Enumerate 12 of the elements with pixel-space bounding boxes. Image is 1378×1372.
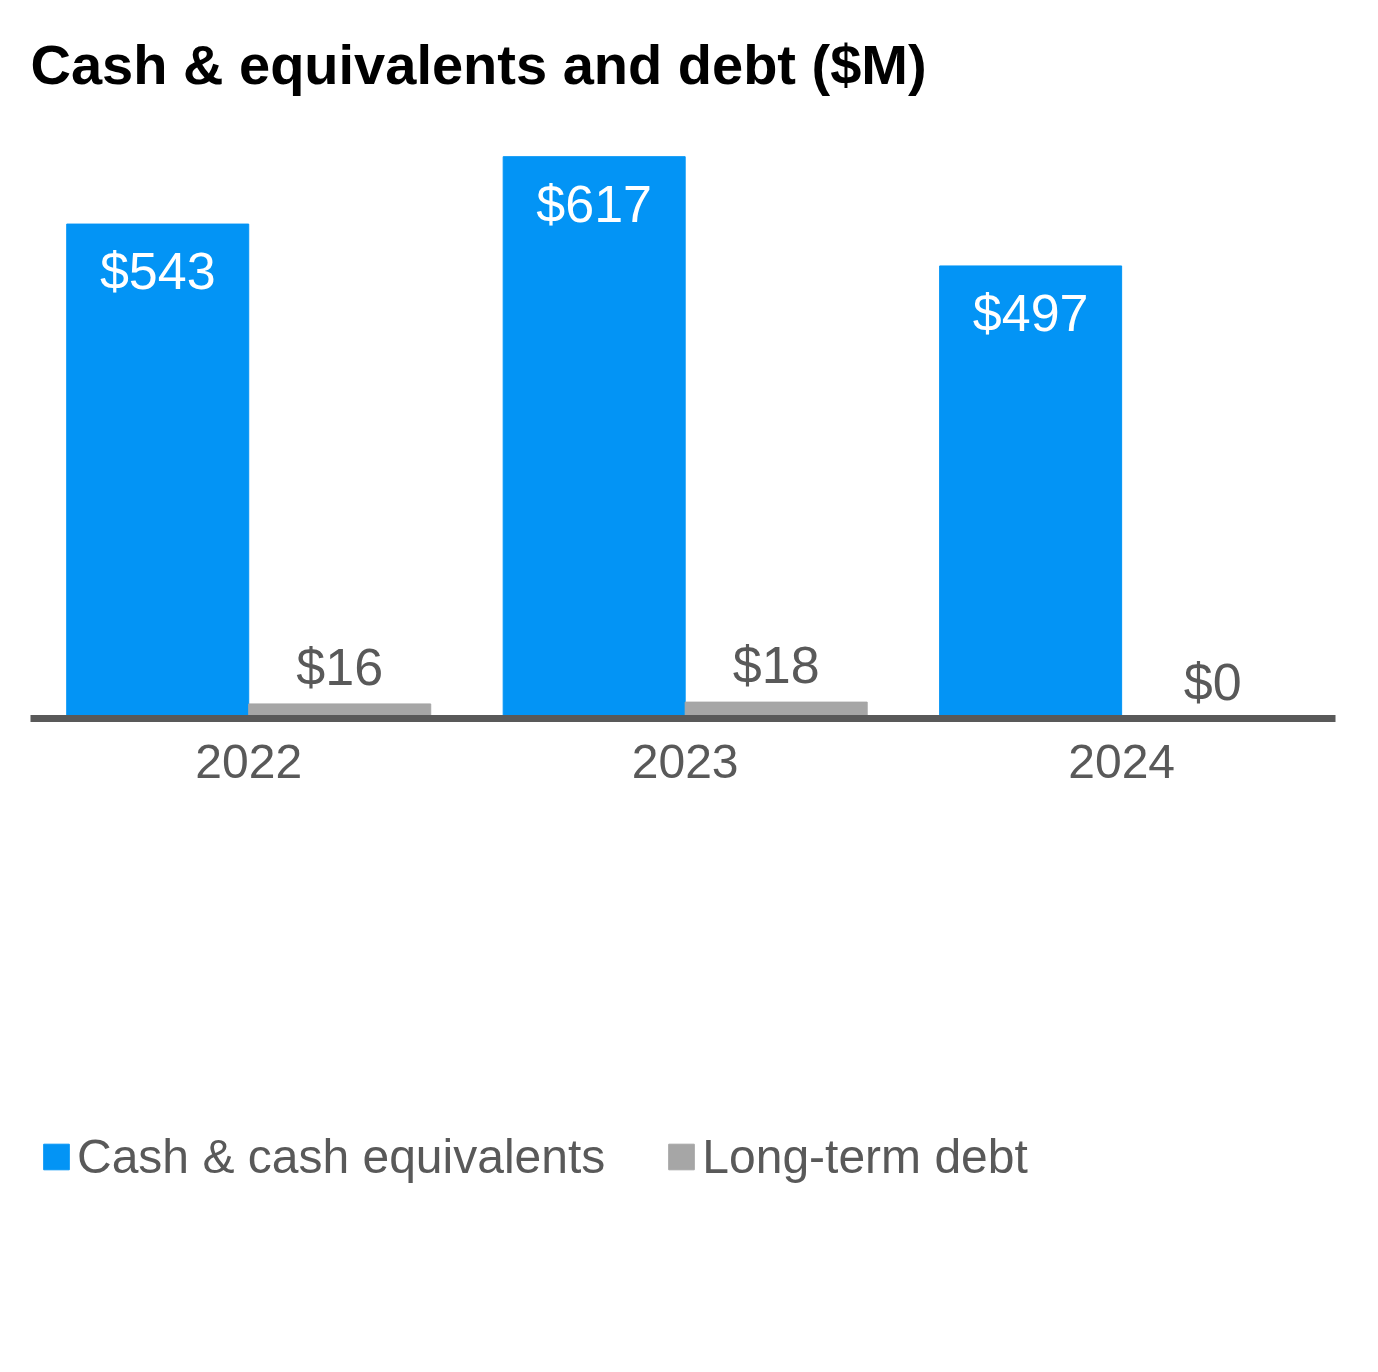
data-label: $0 — [1183, 652, 1242, 711]
legend-label: Long-term debt — [702, 1128, 1028, 1184]
chart-title: Cash & equivalents and debt ($M) — [30, 32, 927, 96]
data-label: $18 — [732, 636, 820, 695]
data-label: $617 — [536, 174, 653, 233]
x-tick-label: 2022 — [195, 734, 303, 788]
legend-label: Cash & cash equivalents — [77, 1128, 606, 1184]
data-label: $16 — [296, 637, 384, 696]
x-tick-label: 2023 — [631, 734, 739, 788]
x-tick-label: 2024 — [1068, 734, 1176, 788]
data-label: $497 — [972, 283, 1089, 342]
data-label: $543 — [99, 242, 216, 301]
